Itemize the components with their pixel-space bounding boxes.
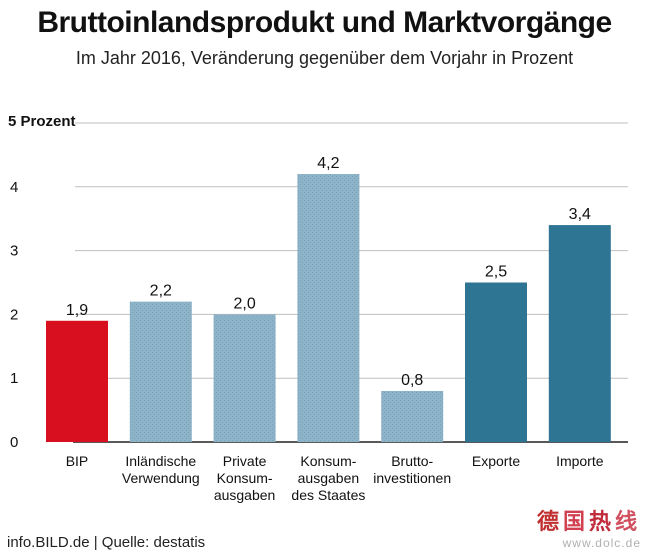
category-label: BIP <box>66 453 89 469</box>
category-label: investitionen <box>373 470 451 486</box>
category-label: Exporte <box>472 453 520 469</box>
bar <box>465 282 527 442</box>
bar <box>297 174 360 443</box>
bar-value-label: 4,2 <box>317 155 339 172</box>
chart-subtitle: Im Jahr 2016, Veränderung gegenüber dem … <box>75 48 574 68</box>
y-tick-label: 1 <box>10 370 18 387</box>
bar <box>129 301 192 442</box>
watermark: 德国热线 www.dolc.de <box>537 504 641 550</box>
category-label: des Staates <box>291 487 365 503</box>
y-tick-label: 2 <box>10 306 18 323</box>
bars <box>46 174 611 443</box>
category-label: ausgaben <box>298 470 360 486</box>
y-tick-label: 0 <box>10 434 18 451</box>
category-label: ausgaben <box>214 487 276 503</box>
bar <box>548 225 611 442</box>
bar <box>46 320 108 442</box>
category-label: Konsum- <box>217 470 273 486</box>
watermark-url: www.dolc.de <box>562 536 641 550</box>
category-label: Verwendung <box>122 470 200 486</box>
bar-value-label: 2,0 <box>233 295 255 312</box>
source-footer: info.BILD.de | Quelle: destatis <box>7 534 206 551</box>
bar-value-label: 2,5 <box>485 264 507 281</box>
watermark-logo: 德国热线 <box>536 509 641 534</box>
chart-title: Bruttoinlandsprodukt und Marktvorgänge <box>37 6 612 39</box>
bar <box>381 390 444 442</box>
category-label: Importe <box>556 453 604 469</box>
bar-value-label: 0,8 <box>401 372 423 389</box>
category-label: Konsum- <box>300 453 356 469</box>
category-label: Brutto- <box>391 453 433 469</box>
y-axis-label: 5 Prozent <box>8 113 76 130</box>
bar-value-label: 1,9 <box>66 302 88 319</box>
y-tick-label: 3 <box>10 243 18 260</box>
category-label: Inländische <box>125 453 196 469</box>
y-tick-label: 4 <box>10 179 18 196</box>
bar <box>213 314 276 442</box>
bar-value-label: 2,2 <box>150 283 172 300</box>
bar-value-label: 3,4 <box>569 206 591 223</box>
category-label: Private <box>223 453 267 469</box>
